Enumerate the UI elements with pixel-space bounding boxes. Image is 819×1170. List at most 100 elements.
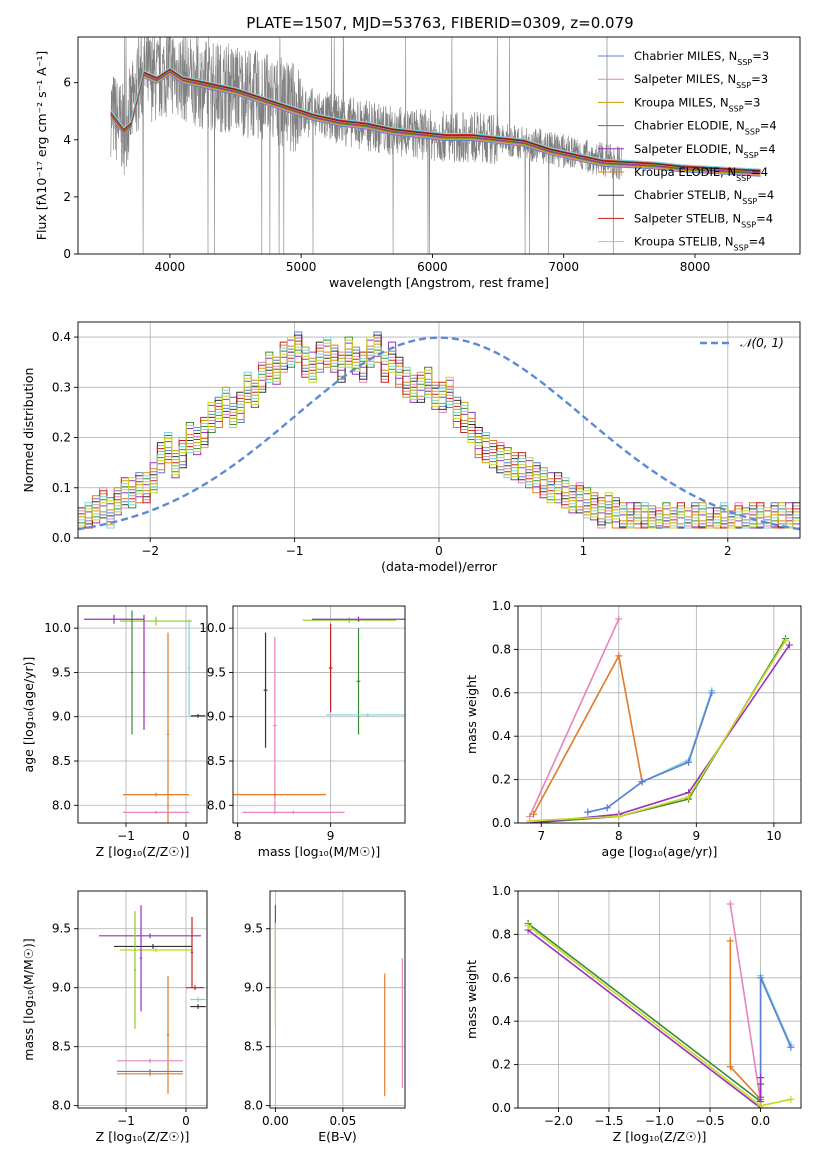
y-tick-label: 9.0 [244,981,263,995]
x-tick-label: 8 [615,829,623,843]
x-tick-label: 8 [234,829,242,843]
panel-massweight-vs-age: 7 8 9 10 0.0 0.2 0.4 0.6 0.8 1.0 age [log₁₀(age/yr… [464,599,802,859]
legend-label-4: Salpeter ELODIE, NSSP=4 [634,142,776,160]
y-tick-label: 8.0 [52,1099,71,1113]
x-axis-label: wavelength [Angstrom, rest frame] [329,275,549,290]
weight-point-6-1 [757,1102,765,1108]
weight-point-1-1 [726,1063,734,1071]
panel-massweight-vs-Z: −2.0 −1.5 −1.0 −0.5 0.0 0.0 0.2 0.4 0.6 0.8 1.0 Z [… [464,884,802,1144]
y-tick-label: 0.4 [492,1014,511,1028]
y-tick-label: 0.6 [492,686,511,700]
weight-point-1-0 [530,810,538,818]
y-tick-label: 10.0 [199,621,226,635]
x-tick-label: 0 [182,829,190,843]
model-line-4 [110,70,761,174]
x-tick-label: −1.5 [594,1114,623,1128]
axes-frame [232,605,406,824]
weight-point-0-1 [615,615,623,623]
weight-point-6-3 [781,637,789,645]
y-axis-label: Flux [fλ10⁻¹⁷ erg cm⁻² s⁻¹ A⁻¹] [34,51,49,240]
legend-label-normal: 𝒩(0, 1) [740,336,784,350]
weight-line-6 [529,640,787,822]
weight-line-2 [587,690,713,813]
weight-point-3-2 [787,1043,795,1051]
weight-line-0 [528,618,620,817]
y-tick-label: 0 [63,247,71,261]
y-axis-label: mass [log₁₀(M/M☉)] [21,938,36,1060]
x-axis-label: Z [log₁₀(Z/Z☉)] [613,1129,707,1144]
y-tick-label: 9.5 [244,922,263,936]
y-tick-label: 9.5 [207,665,226,679]
weight-point-0-0 [726,900,734,908]
weight-line-5 [529,644,791,823]
x-tick-label: 5000 [286,260,317,274]
x-axis-label: Z [log₁₀(Z/Z☉)] [96,844,190,859]
y-tick-label: 8.5 [244,1040,263,1054]
plot-area [84,610,206,823]
y-tick-label: 0.0 [492,816,511,830]
y-tick-label: 0.2 [52,431,71,445]
y-tick-label: 0.0 [492,1101,511,1115]
panel-age-vs-Z: −1 0 8.0 8.5 9.0 9.5 10.0 Z [log₁₀(Z/Z☉)] age [l… [21,605,208,859]
x-tick-label: 8000 [680,260,711,274]
y-tick-label: 8.5 [52,754,71,768]
x-tick-label: 7 [537,829,545,843]
x-axis-label: (data-model)/error [381,559,498,574]
y-tick-label: 8.0 [52,798,71,812]
x-tick-label: 0.00 [262,1114,289,1128]
panel-mass-vs-EBV: 0.00 0.05 8.0 8.5 9.0 9.5 E(B-V) [244,890,406,1144]
legend-label-8: Kroupa STELIB, NSSP=4 [634,235,765,253]
x-tick-label: 0 [182,1114,190,1128]
x-tick-label: −1.0 [645,1114,674,1128]
y-tick-label: 1.0 [492,599,511,613]
x-tick-label: 9 [327,829,335,843]
model-line-0 [110,73,761,177]
y-tick-label: 0.4 [492,729,511,743]
plot-area [78,331,800,531]
y-tick-label: 0.8 [492,927,511,941]
panel-spectrum: Chabrier MILES, NSSP=3 Salpeter MILES, NS… [34,36,801,290]
axes-frame [77,605,208,824]
plot-area [526,615,793,823]
model-line-6 [110,68,761,172]
y-tick-label: 8.0 [207,798,226,812]
figure-title: PLATE=1507, MJD=53763, FIBERID=0309, z=0… [246,14,633,32]
x-tick-label: 0.0 [751,1114,770,1128]
x-tick-label: 0.05 [330,1114,357,1128]
y-axis-label: age [log₁₀(age/yr)] [21,657,36,773]
y-tick-label: 0.4 [52,330,71,344]
axes-frame [77,890,208,1109]
panel-residuals: 𝒩(0, 1) −2 −1 0 1 2 0.0 0.1 0.2 0.3 0.4 (data-model… [21,321,801,574]
legend: Chabrier MILES, NSSP=3 Salpeter MILES, NS… [598,49,777,252]
y-tick-label: 8.5 [207,754,226,768]
y-tick-label: 0.6 [492,971,511,985]
normal-curve [78,336,800,531]
weight-line-4 [527,922,762,1104]
data-spectrum-line [110,37,622,254]
y-tick-label: 9.0 [207,710,226,724]
y-axis-label: mass weight [464,960,479,1039]
weight-point-6-1 [615,812,623,820]
legend-label-6: Chabrier STELIB, NSSP=4 [634,188,774,206]
x-axis-label: age [log₁₀(age/yr)] [602,844,718,859]
y-tick-label: 0.8 [492,642,511,656]
x-tick-label: −1 [117,829,135,843]
x-axis-label: Z [log₁₀(Z/Z☉)] [96,1129,190,1144]
legend-label-1: Salpeter MILES, NSSP=3 [634,72,768,90]
x-tick-label: −1 [117,1114,135,1128]
panel-age-vs-mass: 8 9 8.0 8.5 9.0 9.5 10.0 mass [log₁₀(M/M☉)] [199,605,406,859]
y-axis-label: mass weight [464,675,479,754]
x-tick-label: 6000 [417,260,448,274]
y-tick-label: 9.0 [52,710,71,724]
panel-mass-vs-Z: −1 0 8.0 8.5 9.0 9.5 Z [log₁₀(Z/Z☉)] mass [log₁… [21,890,208,1144]
model-line-7 [110,67,761,171]
y-tick-label: 10.0 [44,621,71,635]
axes-frame [269,890,406,1109]
histogram-step-9 [78,336,800,529]
axes-frame [517,605,802,824]
y-tick-label: 9.5 [52,665,71,679]
y-tick-label: 6 [63,76,71,90]
weight-point-5-2 [757,1074,765,1082]
y-tick-label: 0.2 [492,773,511,787]
